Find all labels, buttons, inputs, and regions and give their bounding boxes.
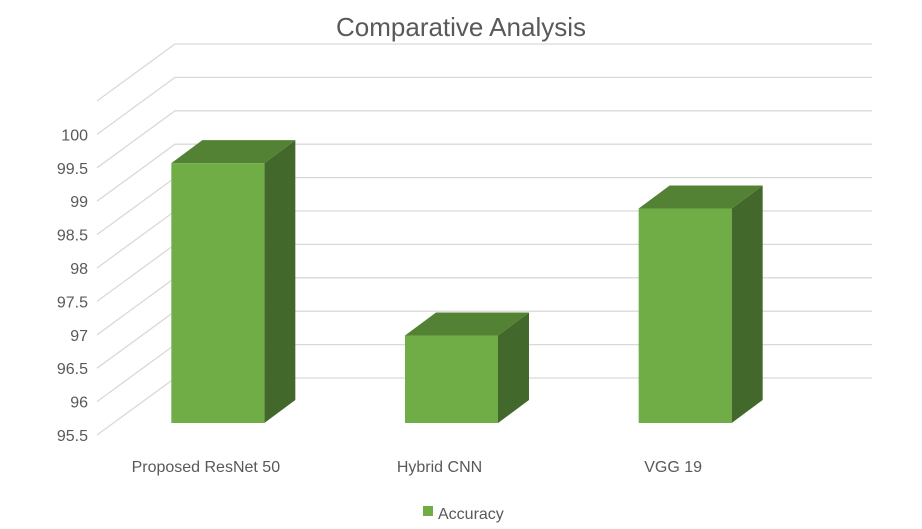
bar-front bbox=[638, 208, 732, 423]
bar-top bbox=[405, 312, 529, 336]
bar-side bbox=[731, 185, 763, 423]
bar-front bbox=[405, 335, 498, 423]
x-category-label: Hybrid CNN bbox=[397, 459, 482, 476]
y-tick-label: 99 bbox=[70, 194, 88, 211]
y-tick-label: 98.5 bbox=[57, 228, 88, 245]
y-tick-label: 100 bbox=[61, 127, 88, 144]
bar-proposed-resnet-50 bbox=[171, 140, 296, 423]
y-tick-label: 96.5 bbox=[57, 361, 88, 378]
bars bbox=[171, 140, 763, 423]
y-tick-label: 97.5 bbox=[57, 294, 88, 311]
y-tick-label: 99.5 bbox=[57, 161, 88, 178]
gridline bbox=[96, 43, 872, 102]
gridline bbox=[96, 76, 872, 135]
legend: Accuracy bbox=[423, 506, 504, 523]
x-category-label: VGG 19 bbox=[644, 459, 702, 476]
bar-vgg-19 bbox=[638, 185, 763, 423]
legend-swatch bbox=[423, 506, 433, 516]
bar-top bbox=[171, 140, 296, 164]
chart-title: Comparative Analysis bbox=[336, 12, 586, 42]
bar-side bbox=[498, 312, 529, 423]
x-axis-categories: Proposed ResNet 50 Hybrid CNN VGG 19 bbox=[132, 459, 703, 476]
gridline bbox=[96, 143, 872, 202]
gridline bbox=[96, 110, 872, 169]
x-category-label: Proposed ResNet 50 bbox=[132, 459, 281, 476]
bar-side bbox=[264, 140, 296, 423]
bar-hybrid-cnn bbox=[405, 312, 529, 423]
bar-top bbox=[638, 185, 763, 209]
y-axis-ticks: 95.5 96 96.5 97 97.5 98 98.5 99 99.5 100 bbox=[57, 127, 88, 445]
y-tick-label: 98 bbox=[70, 261, 88, 278]
bar-front bbox=[171, 163, 265, 423]
y-tick-label: 97 bbox=[70, 328, 88, 345]
y-tick-label: 96 bbox=[70, 395, 88, 412]
y-tick-label: 95.5 bbox=[57, 428, 88, 445]
legend-label-accuracy: Accuracy bbox=[438, 506, 504, 523]
